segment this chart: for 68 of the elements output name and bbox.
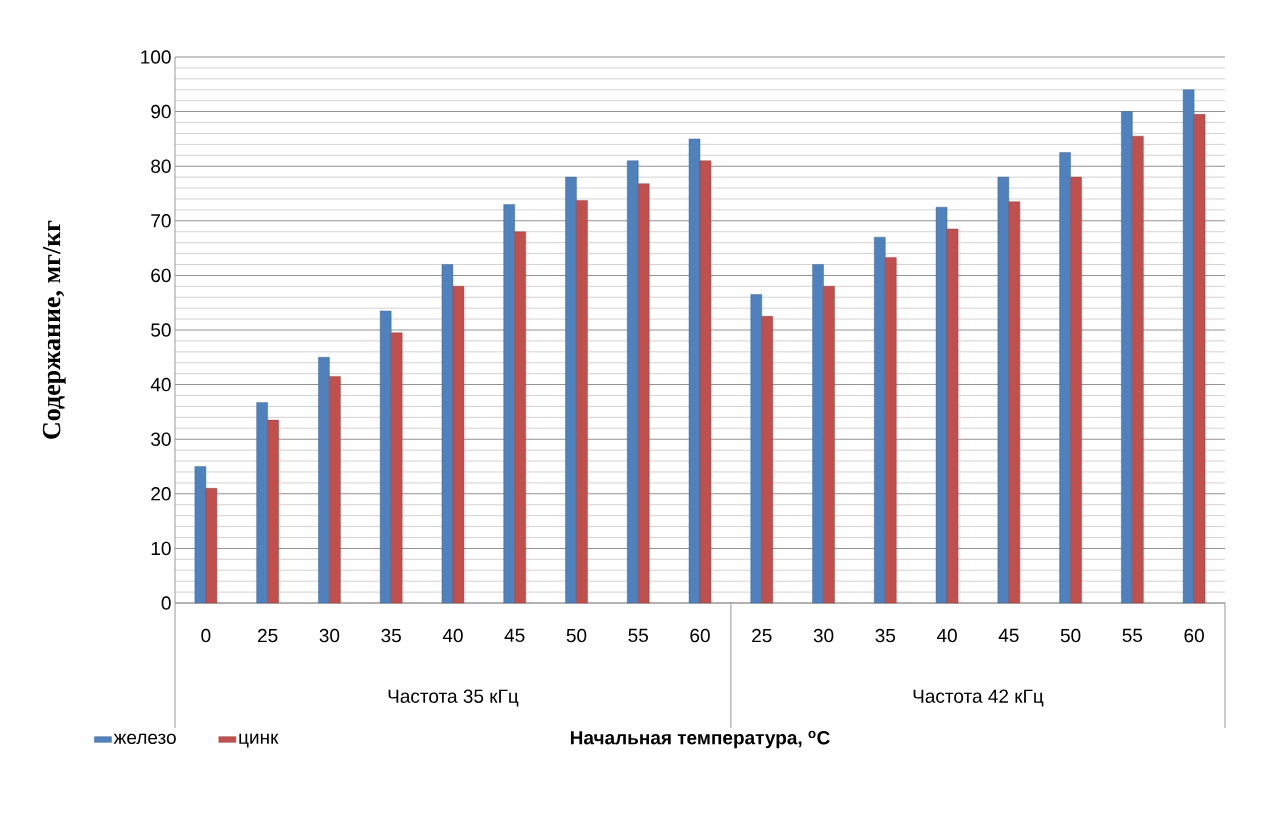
y-tick-label: 90 (151, 104, 171, 119)
y-tick-label: 100 (141, 50, 171, 64)
x-tick-label: 35 (875, 628, 896, 643)
bar (699, 160, 712, 604)
x-tick-label: 60 (1184, 628, 1204, 643)
bar (688, 138, 701, 604)
bar (441, 264, 454, 604)
bar (750, 294, 762, 604)
bar (379, 310, 392, 604)
bar (390, 332, 403, 604)
y-tick-label: 40 (150, 377, 171, 392)
bar (1059, 152, 1071, 604)
bar (997, 176, 1010, 604)
bar (205, 488, 218, 604)
bar (638, 183, 650, 604)
bar (946, 228, 959, 604)
bar (514, 231, 526, 604)
bar (503, 204, 515, 604)
y-axis-title: Содержание, мг/кг (42, 220, 66, 439)
x-tick-label: 40 (442, 628, 463, 643)
y-tick-label: 50 (151, 323, 171, 337)
legend-label: железо (113, 733, 176, 745)
x-tick-label: 30 (319, 628, 340, 643)
x-tick-label: 55 (1122, 628, 1143, 643)
bar (194, 466, 207, 604)
y-tick-label: 70 (151, 214, 171, 228)
x-tick-label: 40 (936, 628, 957, 643)
bar (267, 419, 279, 604)
x-tick-label: 60 (690, 628, 710, 643)
x-tick-label: 50 (1060, 628, 1081, 643)
bar (1182, 89, 1195, 604)
y-tick-label: 80 (151, 159, 171, 173)
bar (1132, 135, 1144, 604)
bar (935, 206, 948, 604)
bar (874, 236, 886, 604)
bar (823, 286, 835, 604)
x-tick-label: 45 (998, 628, 1019, 643)
bar (452, 286, 465, 604)
legend-label: цинк (239, 733, 279, 748)
y-tick-label: 20 (151, 487, 171, 501)
y-tick-label: 30 (151, 432, 171, 446)
bar (256, 402, 268, 604)
bar (1121, 111, 1133, 604)
x-axis-title: Начальная температура, $^{o}$C (570, 730, 830, 749)
bar (885, 257, 897, 604)
bar (1070, 176, 1082, 604)
x-tick-label: 0 (201, 628, 211, 643)
x-tick-label: 35 (381, 628, 401, 643)
bar (627, 160, 639, 604)
text: Частота 42 кГц (913, 689, 1044, 707)
x-tick-label: 25 (258, 628, 278, 643)
y-tick-label: 10 (151, 541, 171, 556)
x-tick-label: 45 (504, 628, 525, 643)
bar (1008, 201, 1021, 604)
x-tick-label: 25 (752, 628, 772, 643)
bar (318, 357, 330, 604)
x-tick-label: 50 (566, 628, 587, 643)
bar (576, 200, 588, 604)
bar (329, 376, 341, 604)
y-tick-label: 0 (161, 596, 171, 610)
bar (761, 316, 773, 604)
y-tick-label: 60 (151, 268, 171, 283)
x-tick-label: 55 (628, 628, 649, 643)
bar (812, 264, 824, 604)
bar (1193, 114, 1206, 604)
x-tick-label: 30 (813, 628, 834, 643)
text: Частота 35 кГц (388, 689, 519, 707)
bar (565, 176, 577, 604)
